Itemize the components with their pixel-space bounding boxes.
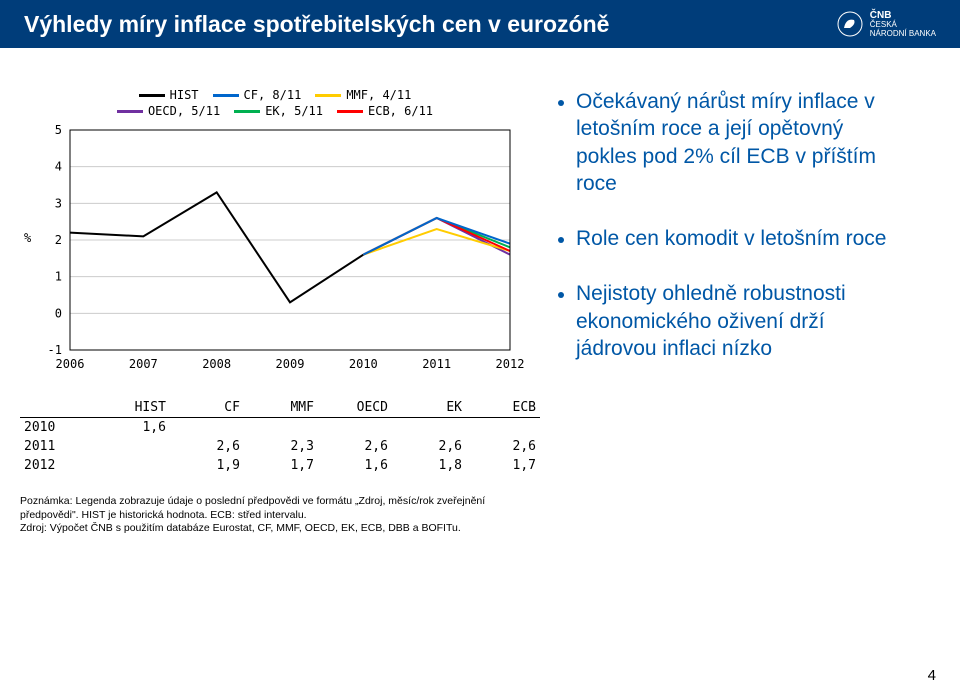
table-header-cell (20, 398, 96, 417)
bullet-dot-icon (558, 292, 564, 298)
table-cell: 2012 (20, 456, 96, 475)
legend-label: OECD, 5/11 (148, 104, 220, 118)
legend-label: CF, 8/11 (244, 88, 302, 102)
table-cell: 1,8 (392, 456, 466, 475)
svg-text:2010: 2010 (349, 357, 378, 371)
table-cell: 1,7 (244, 456, 318, 475)
bullet-text: Nejistoty ohledně robustnosti ekonomické… (576, 280, 898, 362)
logo-bottom-text: ČESKÁNÁRODNÍ BANKA (870, 21, 936, 39)
legend-line-icon (337, 110, 363, 113)
table-row: 20112,62,32,62,62,6 (20, 437, 540, 456)
legend-item: EK, 5/11 (234, 104, 323, 118)
bullet-item: Očekávaný nárůst míry inflace v letošním… (558, 88, 898, 197)
svg-text:-1: -1 (48, 343, 62, 357)
table-cell (318, 418, 392, 437)
table-header-cell: EK (392, 398, 466, 417)
bullet-item: Nejistoty ohledně robustnosti ekonomické… (558, 280, 898, 362)
legend-line-icon (213, 94, 239, 97)
svg-text:4: 4 (55, 160, 62, 174)
table-row: 20121,91,71,61,81,7 (20, 456, 540, 475)
table-header-cell: CF (170, 398, 244, 417)
table-cell: 2011 (20, 437, 96, 456)
page: Výhledy míry inflace spotřebitelských ce… (0, 0, 960, 696)
table-cell: 2,6 (318, 437, 392, 456)
bullet-list: Očekávaný nárůst míry inflace v letošním… (558, 88, 898, 362)
table-cell (96, 437, 170, 456)
table-cell (392, 418, 466, 437)
footnote-line2: Zdroj: Výpočet ČNB s použitím databáze E… (20, 522, 461, 534)
bullet-item: Role cen komodit v letošním roce (558, 225, 898, 252)
svg-text:2009: 2009 (276, 357, 305, 371)
cnb-logo-text: ČNB ČESKÁNÁRODNÍ BANKA (870, 10, 936, 39)
svg-text:2008: 2008 (202, 357, 231, 371)
cnb-logo-icon (836, 10, 864, 38)
chart-svg: -1 0 1 2 3 4 5 2006 2007 2008 2009 2010 2011 2012 (20, 120, 530, 380)
table-cell: 1,6 (96, 418, 170, 437)
bullet-dot-icon (558, 100, 564, 106)
svg-text:2006: 2006 (56, 357, 85, 371)
footnote-line1: Poznámka: Legenda zobrazuje údaje o posl… (20, 495, 485, 521)
legend-item: MMF, 4/11 (315, 88, 411, 102)
right-panel: Očekávaný nárůst míry inflace v letošním… (558, 88, 898, 536)
table-header-cell: MMF (244, 398, 318, 417)
legend-label: ECB, 6/11 (368, 104, 433, 118)
bullet-text: Očekávaný nárůst míry inflace v letošním… (576, 88, 898, 197)
table-header-cell: ECB (466, 398, 540, 417)
legend-line-icon (234, 110, 260, 113)
svg-text:2: 2 (55, 233, 62, 247)
data-table: HISTCFMMFOECDEKECB20101,620112,62,32,62,… (20, 398, 540, 475)
griffin-icon (836, 10, 864, 38)
footnote: Poznámka: Legenda zobrazuje údaje o posl… (20, 495, 520, 536)
table-cell (466, 418, 540, 437)
line-chart: HIST CF, 8/11 MMF, 4/11 OECD, 5/11 EK, 5/11 E… (20, 88, 530, 388)
svg-text:1: 1 (55, 270, 62, 284)
table-cell: 2,6 (392, 437, 466, 456)
page-title: Výhledy míry inflace spotřebitelských ce… (24, 11, 609, 38)
table-row: 20101,6 (20, 418, 540, 437)
table-cell: 1,9 (170, 456, 244, 475)
table-cell (170, 418, 244, 437)
table-cell: 1,7 (466, 456, 540, 475)
content: HIST CF, 8/11 MMF, 4/11 OECD, 5/11 EK, 5/11 E… (0, 48, 960, 546)
svg-text:5: 5 (55, 123, 62, 137)
legend-item: ECB, 6/11 (337, 104, 433, 118)
legend-line-icon (139, 94, 165, 97)
svg-text:2012: 2012 (496, 357, 525, 371)
svg-text:3: 3 (55, 196, 62, 210)
legend-item: CF, 8/11 (213, 88, 302, 102)
table-cell (244, 418, 318, 437)
legend-label: HIST (170, 88, 199, 102)
page-number: 4 (928, 667, 936, 684)
svg-text:0: 0 (55, 306, 62, 320)
table-cell: 2,6 (466, 437, 540, 456)
table-header-row: HISTCFMMFOECDEKECB (20, 398, 540, 418)
chart-legend: HIST CF, 8/11 MMF, 4/11 OECD, 5/11 EK, 5/11 E… (20, 88, 530, 118)
table-cell: 2,6 (170, 437, 244, 456)
title-bar: Výhledy míry inflace spotřebitelských ce… (0, 0, 960, 48)
table-cell: 1,6 (318, 456, 392, 475)
table-header-cell: HIST (96, 398, 170, 417)
left-panel: HIST CF, 8/11 MMF, 4/11 OECD, 5/11 EK, 5/11 E… (20, 88, 540, 536)
svg-text:2007: 2007 (129, 357, 158, 371)
legend-label: MMF, 4/11 (346, 88, 411, 102)
legend-item: HIST (139, 88, 199, 102)
table-cell: 2,3 (244, 437, 318, 456)
bullet-dot-icon (558, 237, 564, 243)
bullet-text: Role cen komodit v letošním roce (576, 225, 886, 252)
legend-line-icon (117, 110, 143, 113)
legend-row: HIST CF, 8/11 MMF, 4/11 (20, 88, 530, 102)
table-cell (96, 456, 170, 475)
table-cell: 2010 (20, 418, 96, 437)
legend-label: EK, 5/11 (265, 104, 323, 118)
cnb-logo: ČNB ČESKÁNÁRODNÍ BANKA (836, 10, 936, 39)
y-axis-label: % (24, 231, 31, 245)
legend-item: OECD, 5/11 (117, 104, 220, 118)
legend-line-icon (315, 94, 341, 97)
table-header-cell: OECD (318, 398, 392, 417)
svg-text:2011: 2011 (422, 357, 451, 371)
legend-row: OECD, 5/11 EK, 5/11 ECB, 6/11 (20, 104, 530, 118)
